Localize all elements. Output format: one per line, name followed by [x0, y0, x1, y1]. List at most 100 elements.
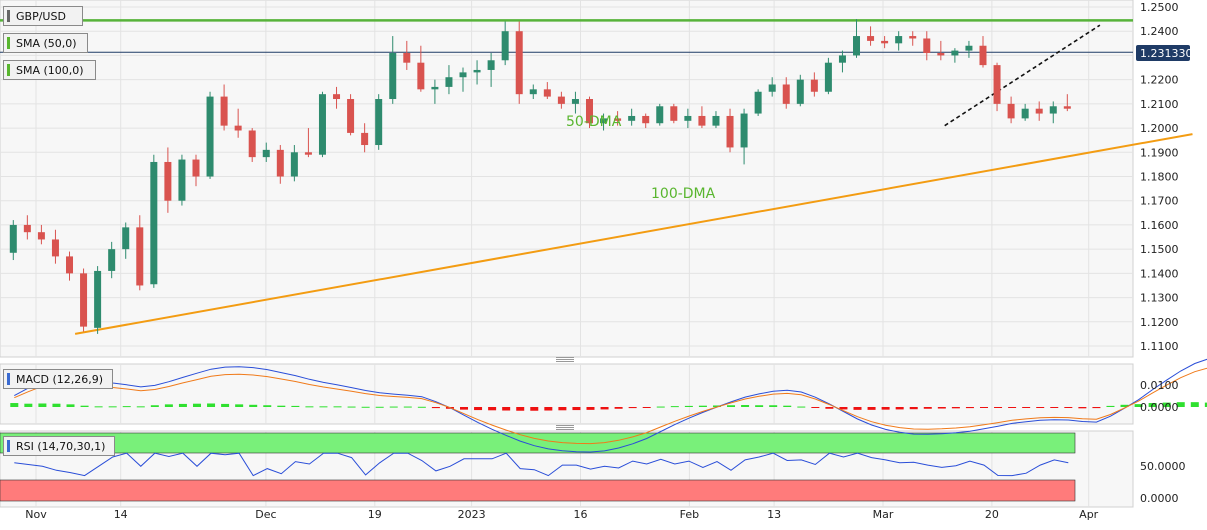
candle-bearish [726, 115, 734, 148]
rsi-oversold-zone [0, 479, 1076, 502]
price-tick-label: 1.2400 [1140, 25, 1179, 38]
macd-histogram-bar [727, 405, 736, 407]
candle-bullish [684, 115, 692, 121]
candle-bullish [389, 53, 397, 100]
candle-bullish [895, 36, 903, 44]
candle-bearish [220, 96, 228, 126]
candle-bullish [853, 36, 861, 56]
macd-histogram-bar [66, 404, 75, 407]
macd-histogram-bar [881, 407, 890, 410]
macd-legend[interactable]: MACD (12,26,9) [3, 369, 113, 389]
time-tick-label: Feb [680, 508, 699, 521]
candle-bearish [248, 130, 256, 158]
candle-bearish [51, 239, 59, 257]
candle-bullish [656, 106, 664, 124]
symbol-label[interactable]: GBP/USD [3, 6, 83, 26]
macd-histogram-bar [249, 404, 258, 407]
candle-bearish [37, 232, 45, 240]
candle-bearish [867, 36, 875, 41]
candle-bullish [178, 159, 186, 201]
candle-bearish [543, 89, 551, 97]
macd-histogram-bar [642, 407, 651, 408]
macd-histogram-bar [670, 406, 679, 408]
macd-histogram-bar [712, 405, 721, 407]
sma50-legend[interactable]: SMA (50,0) [3, 33, 88, 53]
macd-histogram-bar [867, 407, 876, 410]
macd-histogram-bar [10, 403, 19, 407]
candle-bullish [122, 227, 130, 250]
macd-histogram-bar [164, 404, 173, 407]
macd-histogram-bar [853, 407, 862, 410]
candle-bullish [290, 152, 298, 177]
rsi-legend-text: RSI (14,70,30,1) [16, 440, 106, 453]
candle-bearish [923, 38, 931, 54]
candle-bullish [796, 79, 804, 104]
time-tick-label: Mar [873, 508, 894, 521]
macd-histogram-bar [951, 407, 960, 409]
price-tick-label: 1.1300 [1140, 292, 1179, 305]
candle-bullish [9, 224, 17, 253]
candle-bearish [361, 132, 369, 146]
macd-tick-label: 0.0100 [1140, 379, 1179, 392]
panel-splitter-handle[interactable] [556, 357, 574, 362]
price-tick-label: 1.2500 [1140, 1, 1179, 14]
macd-histogram-bar [460, 407, 469, 410]
candle-bearish [515, 31, 523, 95]
candle-bearish [23, 224, 31, 233]
macd-histogram-bar [937, 407, 946, 409]
candle-bearish [670, 106, 678, 121]
macd-histogram-bar [1176, 402, 1185, 407]
time-tick-label: 13 [767, 508, 781, 521]
price-tick-label: 1.2000 [1140, 122, 1179, 135]
panel-splitter-handle[interactable] [556, 425, 574, 430]
sma100-legend[interactable]: SMA (100,0) [3, 60, 96, 80]
candle-bearish [304, 152, 312, 155]
macd-signal-line [14, 367, 1207, 445]
time-tick-label: Apr [1079, 508, 1099, 521]
macd-histogram-bar [122, 406, 131, 408]
macd-histogram-bar [1204, 402, 1207, 407]
candle-bullish [318, 94, 326, 155]
macd-histogram-bar [361, 406, 370, 408]
macd-histogram-bar [811, 407, 820, 408]
dashed-trendline [944, 24, 1101, 127]
macd-histogram-bar [24, 403, 33, 407]
candle-bullish [445, 77, 453, 87]
candle-bullish [965, 45, 973, 51]
last-price-value: 1.231330 [1140, 47, 1193, 60]
macd-histogram-bar [221, 403, 230, 407]
macd-histogram-bar [698, 405, 707, 407]
time-tick-label: 16 [574, 508, 588, 521]
macd-histogram-bar [516, 407, 525, 411]
candle-bearish [80, 273, 88, 327]
macd-histogram-bar [389, 406, 398, 408]
macd-histogram-bar [1092, 407, 1101, 409]
price-tick-label: 1.1800 [1140, 171, 1179, 184]
macd-histogram-bar [474, 407, 483, 411]
candle-bullish [459, 72, 467, 78]
macd-histogram-bar [544, 407, 553, 411]
candle-bearish [642, 115, 650, 124]
macd-histogram-bar [909, 407, 918, 410]
candle-bullish [1049, 106, 1057, 114]
candle-bearish [403, 53, 411, 63]
macd-histogram-bar [1036, 407, 1045, 408]
candle-bearish [937, 53, 945, 56]
price-tick-label: 1.1200 [1140, 316, 1179, 329]
macd-histogram-bar [755, 405, 764, 407]
price-tick-label: 1.2100 [1140, 98, 1179, 111]
candle-bearish [136, 227, 144, 286]
macd-histogram-bar [431, 407, 440, 409]
macd-histogram-bar [277, 405, 286, 407]
macd-histogram-bar [52, 403, 61, 407]
macd-legend-text: MACD (12,26,9) [16, 373, 104, 386]
candle-bullish [754, 91, 762, 114]
rsi-legend[interactable]: RSI (14,70,30,1) [3, 436, 115, 456]
macd-histogram-bar [1050, 407, 1059, 408]
support-trendline [74, 133, 1193, 335]
macd-histogram-bar [333, 406, 342, 408]
macd-histogram-bar [965, 407, 974, 409]
candle-bearish [979, 45, 987, 66]
candle-bearish [810, 79, 818, 92]
